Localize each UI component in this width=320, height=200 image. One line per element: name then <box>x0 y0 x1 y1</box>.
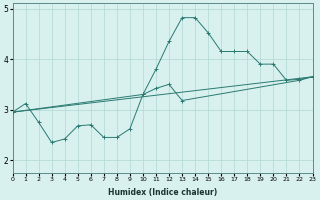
X-axis label: Humidex (Indice chaleur): Humidex (Indice chaleur) <box>108 188 217 197</box>
